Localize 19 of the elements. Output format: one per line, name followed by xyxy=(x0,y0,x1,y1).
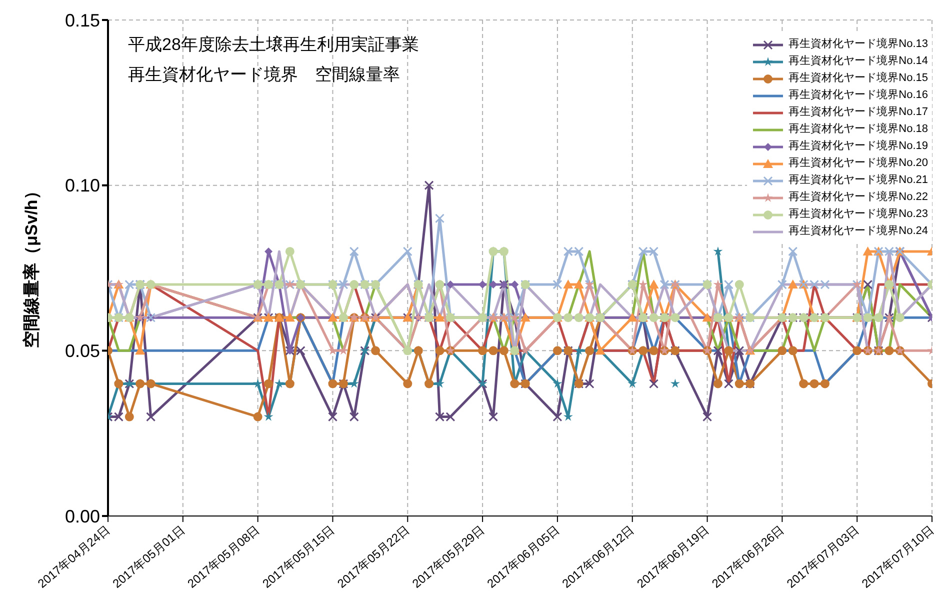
legend-label: 再生資材化ヤード境界No.21 xyxy=(788,173,928,188)
y-tick-label: 0.10 xyxy=(64,176,100,196)
text: 平成28年度除去土壌再生利用実証事業 xyxy=(128,34,419,56)
legend-label: 再生資材化ヤード境界No.20 xyxy=(788,156,928,171)
legend-label: 再生資材化ヤード境界No.15 xyxy=(788,71,928,86)
y-tick-label: 0.00 xyxy=(64,506,100,526)
legend-label: 再生資材化ヤード境界No.23 xyxy=(788,207,928,222)
legend-label: 再生資材化ヤード境界No.17 xyxy=(788,105,928,120)
legend-label: 再生資材化ヤード境界No.16 xyxy=(788,88,928,103)
y-tick-label: 0.15 xyxy=(64,10,100,30)
legend-label: 再生資材化ヤード境界No.14 xyxy=(788,54,928,69)
legend-label: 再生資材化ヤード境界No.24 xyxy=(788,224,928,239)
y-tick-label: 0.05 xyxy=(64,341,100,362)
legend-label: 再生資材化ヤード境界No.13 xyxy=(788,37,928,52)
y-axis-title: 空間線量率（μSv/h） xyxy=(22,182,42,348)
text: 再生資材化ヤード境界 空間線量率 xyxy=(128,64,401,86)
legend-label: 再生資材化ヤード境界No.19 xyxy=(788,139,928,154)
legend-label: 再生資材化ヤード境界No.22 xyxy=(788,190,928,205)
legend-label: 再生資材化ヤード境界No.18 xyxy=(788,122,928,137)
